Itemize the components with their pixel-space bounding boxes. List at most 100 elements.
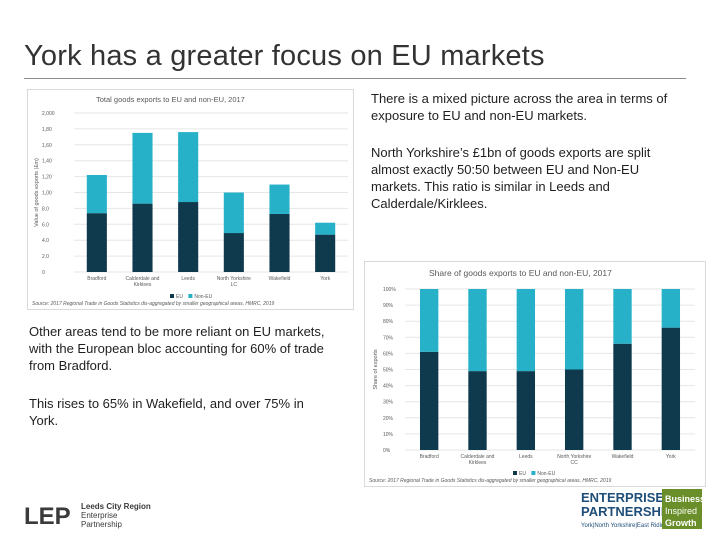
chart1-bar-non-eu xyxy=(269,184,290,214)
ep-badge xyxy=(662,489,702,529)
ep-tagline: York|North Yorkshire|East Riding xyxy=(581,523,668,529)
chart2-x-tick-label: Bradford xyxy=(420,454,439,460)
chart2-y-tick-label: 50% xyxy=(383,368,394,374)
paragraph-mixed-picture: There is a mixed picture across the area… xyxy=(371,91,668,123)
chart2-x-tick-label: York xyxy=(666,454,676,460)
chart2-bar-non-eu xyxy=(661,289,681,328)
chart1-x-tick-label: Leeds xyxy=(181,276,195,282)
chart1-bar-eu xyxy=(223,233,244,272)
chart2-legend-swatch-non-eu xyxy=(531,471,536,475)
chart2-bar-non-eu xyxy=(564,289,584,370)
chart2-bar-non-eu xyxy=(419,289,439,352)
paragraph-bradford: Other areas tend to be more reliant on E… xyxy=(29,324,325,373)
chart2-y-tick-label: 40% xyxy=(383,384,394,390)
chart1-bar-eu xyxy=(178,202,199,272)
chart1-x-tick-label: Bradford xyxy=(87,276,106,282)
chart1-bar-eu xyxy=(315,234,336,272)
chart2-title: Share of goods exports to EU and non-EU,… xyxy=(429,268,612,278)
chart1-bar-eu xyxy=(132,203,153,272)
chart2-bar-eu xyxy=(516,371,536,450)
chart2-x-tick-label: Kirklees xyxy=(469,460,487,466)
chart2-x-tick-label: Calderdale and xyxy=(461,454,495,460)
chart1-y-tick-label: 8.0 xyxy=(42,206,49,212)
chart2-y-tick-label: 60% xyxy=(383,351,394,357)
chart1-y-tick-label: 1,00 xyxy=(42,191,52,197)
ep-logo-svg: ENTERPRISE PARTNERSHIP York|North Yorksh… xyxy=(581,489,705,529)
lep-line-2: Enterprise xyxy=(81,511,118,520)
chart1-bar-non-eu xyxy=(178,132,199,203)
chart2-legend-label: EU xyxy=(519,471,526,477)
chart1-x-tick-label: North Yorkshire xyxy=(217,276,251,282)
chart1-x-tick-label: Kirklees xyxy=(134,282,152,288)
chart1-y-tick-label: 1,40 xyxy=(42,159,52,165)
chart2-y-tick-label: 30% xyxy=(383,400,394,406)
chart1-y-tick-label: 0 xyxy=(42,270,45,276)
ep-line-2: PARTNERSHIP xyxy=(581,504,674,519)
chart2-y-tick-label: 100% xyxy=(383,287,396,293)
paragraph-wakefield-york: This rises to 65% in Wakefield, and over… xyxy=(29,396,304,428)
chart1-y-tick-label: 1,60 xyxy=(42,143,52,149)
chart1-y-tick-label: 2.0 xyxy=(42,254,49,260)
chart1-title: Total goods exports to EU and non-EU, 20… xyxy=(96,95,245,104)
chart1-legend-label: Non-EU xyxy=(194,294,212,300)
chart2-x-tick-label: CC xyxy=(571,460,579,466)
chart2-bar-eu xyxy=(564,369,584,450)
chart2-y-tick-label: 70% xyxy=(383,335,394,341)
chart2-bar-non-eu xyxy=(468,289,487,372)
title-divider xyxy=(24,78,686,79)
chart1-legend-swatch-non-eu xyxy=(188,294,193,298)
chart1-legend-swatch-eu xyxy=(170,294,174,298)
chart2-bar-non-eu xyxy=(516,289,536,372)
chart1-x-tick-label: Wakefield xyxy=(269,276,291,282)
lep-line-1: Leeds City Region xyxy=(81,502,151,511)
leeds-city-region-logo: LEP Leeds City Region Enterprise Partner… xyxy=(24,500,154,535)
chart2-bar-eu xyxy=(468,371,487,450)
chart1-bar-non-eu xyxy=(86,175,107,214)
lep-line-3: Partnership xyxy=(81,520,122,529)
chart2-y-tick-label: 0% xyxy=(383,448,391,454)
enterprise-partnership-logo: ENTERPRISE PARTNERSHIP York|North Yorksh… xyxy=(580,489,705,536)
chart2-source: Source: 2017 Regional Trade in Goods Sta… xyxy=(369,478,611,484)
chart2-x-tick-label: Wakefield xyxy=(612,454,634,460)
ep-badge-line-1: Business xyxy=(665,494,702,504)
chart2-y-tick-label: 10% xyxy=(383,432,394,438)
chart1-bar-eu xyxy=(269,213,290,272)
chart1-x-tick-label: LC xyxy=(231,282,238,288)
chart2-y-axis-label: Share of exports xyxy=(373,349,379,390)
chart2-bar-eu xyxy=(661,327,681,450)
chart1-y-tick-label: 6.0 xyxy=(42,222,49,228)
chart1-bar-non-eu xyxy=(223,192,244,234)
total-exports-chart: Total goods exports to EU and non-EU, 20… xyxy=(27,89,354,310)
chart1-source: Source: 2017 Regional Trade in Goods Sta… xyxy=(32,301,274,307)
chart2-y-tick-label: 90% xyxy=(383,303,394,309)
chart2-legend-swatch-eu xyxy=(513,471,517,475)
chart2-bar-non-eu xyxy=(613,289,632,344)
chart1-y-tick-label: 1,80 xyxy=(42,127,52,133)
ep-badge-line-2: Inspired xyxy=(665,506,697,516)
total-exports-chart-svg: Total goods exports to EU and non-EU, 20… xyxy=(32,95,348,307)
chart1-x-tick-label: York xyxy=(320,276,330,282)
chart1-bar-non-eu xyxy=(132,132,153,204)
chart1-y-axis-label: Value of goods exports (£m) xyxy=(34,158,40,227)
share-exports-chart-svg: Share of goods exports to EU and non-EU,… xyxy=(369,268,695,484)
chart1-y-tick-label: 4.0 xyxy=(42,238,49,244)
lep-logo-svg: LEP Leeds City Region Enterprise Partner… xyxy=(24,502,151,530)
lep-mark: LEP xyxy=(24,503,71,530)
chart2-bar-eu xyxy=(613,343,632,450)
chart1-y-tick-label: 1,20 xyxy=(42,175,52,181)
slide-title: York has a greater focus on EU markets xyxy=(24,40,545,72)
ep-badge-line-3: Growth xyxy=(665,518,697,528)
share-exports-chart: Share of goods exports to EU and non-EU,… xyxy=(364,261,706,487)
chart2-legend-label: Non-EU xyxy=(537,471,555,477)
chart2-y-tick-label: 80% xyxy=(383,319,394,325)
chart2-y-tick-label: 20% xyxy=(383,416,394,422)
chart2-bar-eu xyxy=(419,351,439,450)
chart1-legend-label: EU xyxy=(176,294,183,300)
chart1-bar-non-eu xyxy=(315,222,336,235)
chart2-x-tick-label: Leeds xyxy=(519,454,533,460)
chart1-y-tick-label: 2,000 xyxy=(42,111,55,117)
chart1-bar-eu xyxy=(86,213,107,272)
paragraph-north-yorkshire: North Yorkshire’s £1bn of goods exports … xyxy=(371,145,651,211)
chart1-x-tick-label: Calderdale and xyxy=(126,276,160,282)
chart2-x-tick-label: North Yorkshire xyxy=(557,454,591,460)
